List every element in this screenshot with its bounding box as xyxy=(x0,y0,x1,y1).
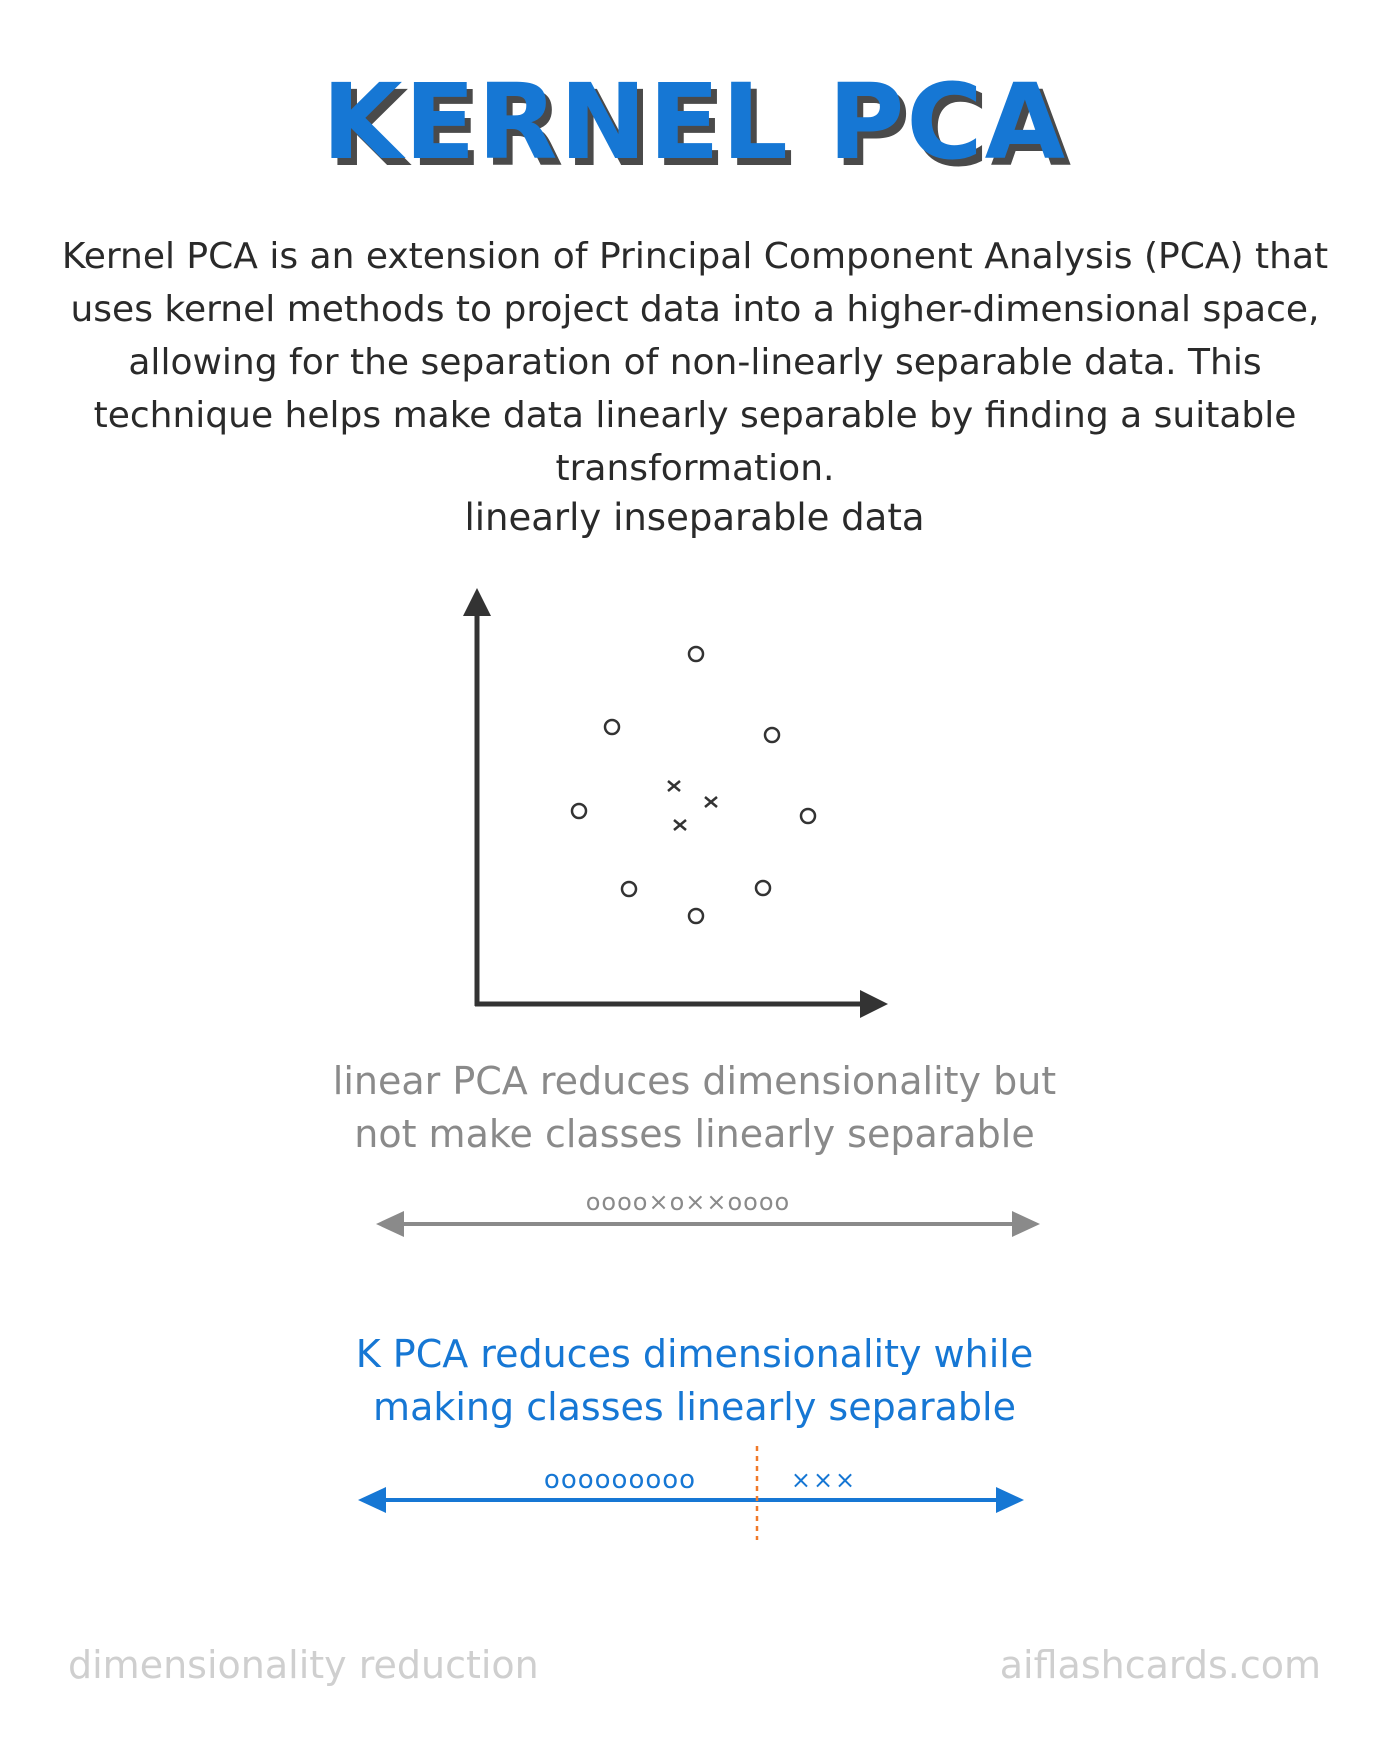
scatter-plot xyxy=(463,588,888,1018)
kernel-pca-line: ooooooooo ××× xyxy=(358,1446,1024,1540)
left-arrowhead xyxy=(358,1487,386,1513)
circle-point xyxy=(570,802,588,820)
circle-point xyxy=(763,726,781,744)
y-axis-arrow xyxy=(463,588,491,616)
crosses-cluster: ××× xyxy=(791,1466,857,1494)
page-title: KERNEL PCA xyxy=(321,61,1068,183)
circle-point xyxy=(620,880,638,898)
x-axis-arrow xyxy=(860,990,888,1018)
footer-site: aiflashcards.com xyxy=(999,1643,1321,1687)
circle-point xyxy=(799,807,817,825)
right-arrowhead xyxy=(996,1487,1024,1513)
footer-category: dimensionality reduction xyxy=(68,1643,539,1687)
cross-point xyxy=(667,780,681,792)
linear-pca-line: oooo×o××oooo xyxy=(376,1188,1040,1237)
circle-point xyxy=(754,879,772,897)
description-text: Kernel PCA is an extension of Principal … xyxy=(61,236,1329,489)
cross-point xyxy=(704,796,718,808)
circle-point xyxy=(687,645,705,663)
left-arrowhead xyxy=(376,1211,404,1237)
cross-point xyxy=(673,819,687,831)
circles-cluster: ooooooooo xyxy=(544,1465,696,1495)
linear-pca-caption: linear PCA reduces dimensionality but no… xyxy=(332,1059,1057,1156)
scatter-caption: linearly inseparable data xyxy=(464,496,925,539)
circle-point xyxy=(687,907,705,925)
circle-point xyxy=(603,718,621,736)
linear-pca-sequence: oooo×o××oooo xyxy=(586,1188,790,1216)
right-arrowhead xyxy=(1012,1211,1040,1237)
kernel-pca-caption: K PCA reduces dimensionality while makin… xyxy=(355,1332,1034,1429)
